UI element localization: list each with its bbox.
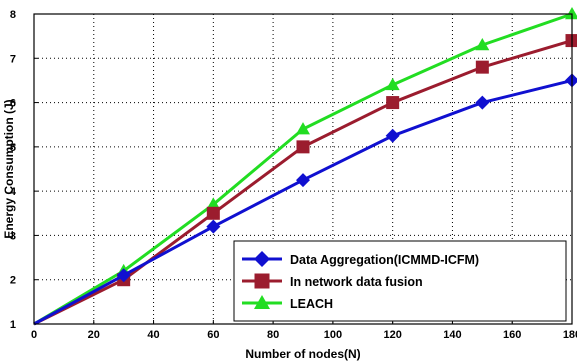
legend-label: In network data fusion (290, 275, 423, 289)
y-tick-label: 5 (10, 142, 16, 154)
y-tick-label: 6 (10, 98, 16, 110)
series-0 (33, 73, 577, 326)
x-tick-label: 20 (88, 329, 100, 341)
y-tick-label: 2 (10, 275, 16, 287)
x-tick-label: 140 (443, 329, 461, 341)
data-point (475, 95, 490, 110)
data-point (565, 73, 577, 88)
data-point (206, 206, 220, 220)
legend-swatch-marker (254, 273, 270, 289)
data-point (475, 38, 490, 51)
y-axis-label: Energy Consumption (J) (2, 99, 16, 238)
y-tick-label: 4 (10, 186, 17, 198)
legend-swatch-marker (254, 295, 270, 309)
y-tick-label: 8 (10, 9, 16, 21)
x-tick-label: 0 (31, 329, 37, 341)
x-tick-label: 80 (267, 329, 279, 341)
x-tick-label: 60 (207, 329, 219, 341)
x-tick-label: 160 (503, 329, 521, 341)
legend-swatch-marker (254, 251, 270, 267)
legend-entry: In network data fusion (242, 273, 423, 289)
legend-entry: LEACH (242, 295, 333, 311)
data-point (206, 219, 221, 234)
legend-entry: Data Aggregation(ICMMD-ICFM) (242, 251, 479, 267)
data-point (296, 122, 310, 135)
x-axis-label: Number of nodes(N) (245, 347, 360, 361)
data-point (385, 77, 400, 91)
data-point (565, 7, 577, 20)
y-tick-label: 3 (10, 230, 16, 242)
y-tick-label: 1 (10, 319, 16, 331)
legend-label: Data Aggregation(ICMMD-ICFM) (290, 253, 479, 267)
data-point (475, 60, 489, 74)
x-tick-label: 40 (147, 329, 159, 341)
data-point (206, 197, 221, 210)
data-point (296, 173, 310, 188)
x-tick-label: 120 (383, 329, 401, 341)
data-point (386, 96, 400, 110)
y-tick-label: 7 (10, 53, 16, 65)
legend-box (233, 240, 567, 322)
data-point (116, 268, 131, 283)
tick-labels: 0 20 40 60 80 100 120 140 160 180 1 2 3 4 5 6 7 8 (10, 9, 577, 341)
data-point (565, 34, 577, 48)
data-point (385, 128, 400, 143)
data-point (296, 140, 310, 154)
legend-label: LEACH (290, 297, 333, 311)
x-tick-label: 180 (563, 329, 577, 341)
plot-frame (33, 13, 573, 325)
series-layer (33, 7, 577, 326)
legend: Data Aggregation(ICMMD-ICFM) In network d… (233, 240, 567, 322)
x-tick-label: 100 (324, 329, 342, 341)
